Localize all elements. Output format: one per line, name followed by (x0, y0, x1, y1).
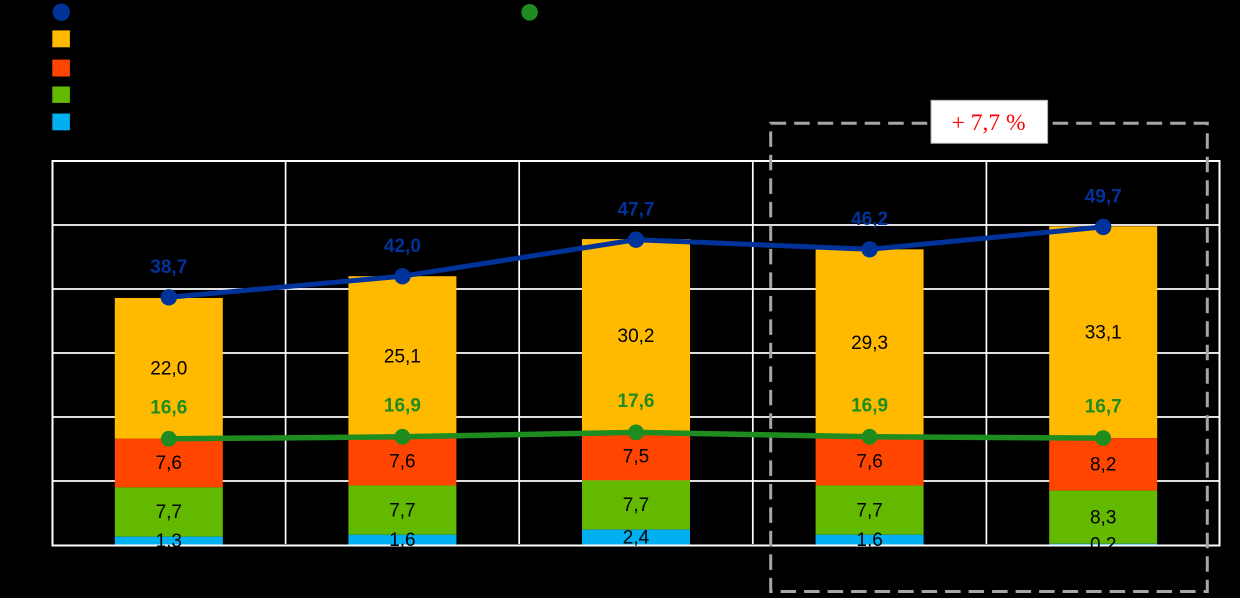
svg-text:46,2: 46,2 (851, 209, 888, 230)
svg-text:7,7: 7,7 (389, 500, 415, 521)
svg-text:+ 7,7 %: + 7,7 % (952, 110, 1026, 136)
svg-text:2,4: 2,4 (623, 527, 650, 548)
svg-text:16,9: 16,9 (851, 395, 888, 416)
svg-text:47,7: 47,7 (618, 200, 655, 221)
svg-text:22,0: 22,0 (150, 359, 187, 380)
svg-text:16,7: 16,7 (1085, 397, 1122, 418)
svg-text:7,6: 7,6 (156, 453, 182, 474)
svg-text:42,0: 42,0 (384, 236, 421, 257)
svg-text:7,5: 7,5 (623, 447, 649, 468)
svg-text:7,7: 7,7 (856, 500, 882, 521)
svg-text:1,6: 1,6 (856, 530, 882, 551)
svg-text:38,7: 38,7 (150, 257, 187, 278)
svg-text:8,3: 8,3 (1090, 507, 1116, 528)
svg-text:16,9: 16,9 (384, 395, 421, 416)
svg-text:49,7: 49,7 (1085, 187, 1122, 208)
svg-text:1,6: 1,6 (389, 530, 415, 551)
svg-text:17,6: 17,6 (618, 391, 655, 412)
svg-text:33,1: 33,1 (1085, 322, 1122, 343)
svg-text:7,6: 7,6 (389, 451, 415, 472)
svg-text:1,3: 1,3 (156, 531, 182, 552)
svg-text:7,6: 7,6 (856, 451, 882, 472)
svg-text:7,7: 7,7 (156, 502, 182, 523)
svg-text:29,3: 29,3 (851, 333, 888, 354)
svg-text:30,2: 30,2 (618, 326, 655, 347)
svg-text:7,7: 7,7 (623, 495, 649, 516)
svg-text:0,2: 0,2 (1090, 535, 1116, 556)
svg-text:8,2: 8,2 (1090, 455, 1116, 476)
svg-text:16,6: 16,6 (150, 397, 187, 418)
svg-text:25,1: 25,1 (384, 347, 421, 368)
